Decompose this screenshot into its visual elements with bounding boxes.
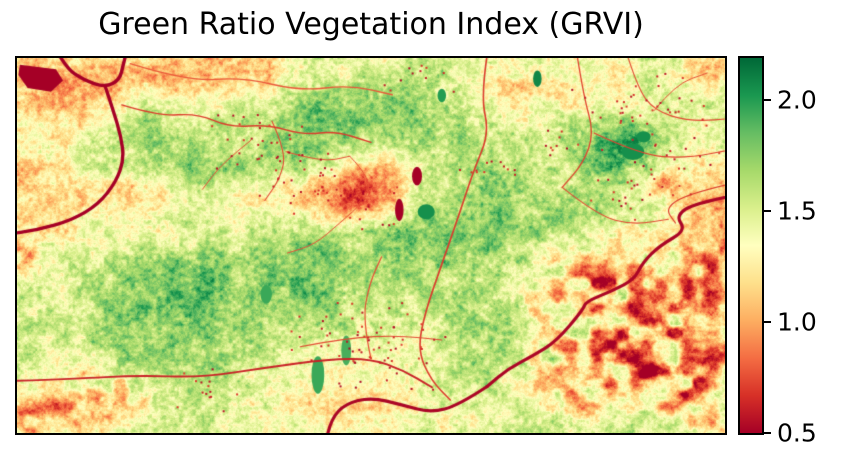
colorbar-tick: [764, 99, 771, 102]
colorbar-tick: [764, 432, 771, 434]
colorbar-tick-label: 2.0: [777, 85, 817, 115]
colorbar-tick-label: 1.0: [777, 307, 817, 337]
colorbar: [740, 58, 762, 433]
colorbar-tick-label: 1.5: [777, 196, 817, 226]
chart-title: Green Ratio Vegetation Index (GRVI): [98, 7, 644, 42]
colorbar-tick: [764, 210, 771, 213]
colorbar-tick: [764, 321, 771, 324]
grvi-raster-image: [17, 58, 725, 433]
colorbar-tick-label: 0.5: [777, 418, 817, 448]
